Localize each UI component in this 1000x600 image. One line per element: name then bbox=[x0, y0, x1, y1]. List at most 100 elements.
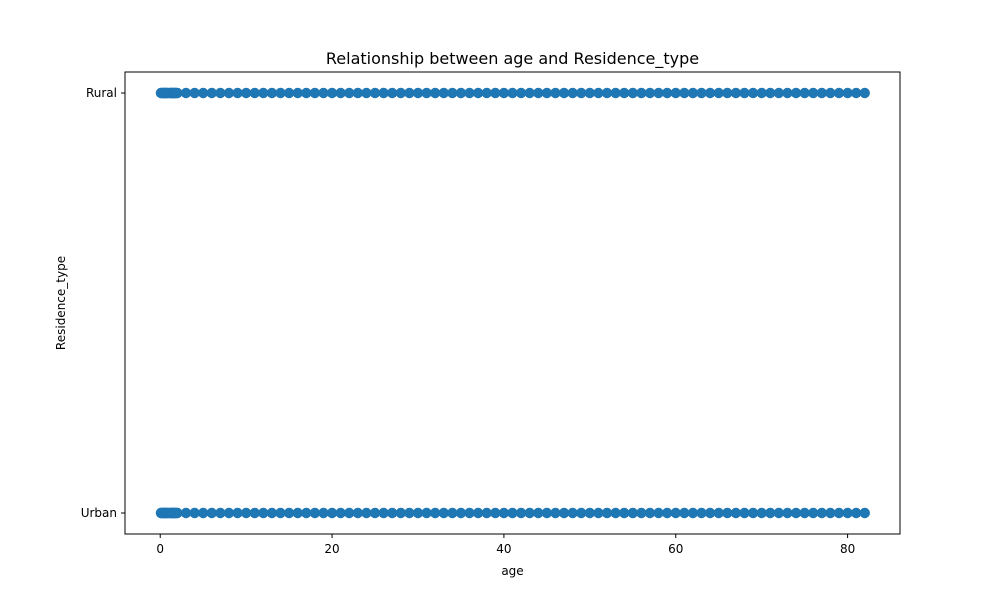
scatter-point bbox=[472, 87, 484, 99]
scatter-point bbox=[318, 507, 329, 519]
x-tick-label: 0 bbox=[156, 542, 164, 556]
scatter-point bbox=[636, 87, 647, 99]
scatter-point bbox=[249, 87, 260, 99]
x-axis: 0 20 40 60 80 bbox=[156, 534, 855, 556]
scatter-point bbox=[283, 507, 295, 519]
scatter-point bbox=[816, 507, 828, 519]
scatter-point bbox=[326, 87, 338, 99]
scatter-point bbox=[687, 87, 699, 99]
scatter-point bbox=[782, 507, 793, 519]
scatter-point bbox=[799, 87, 810, 99]
scatter-point bbox=[696, 507, 707, 519]
plot-frame bbox=[124, 71, 901, 535]
x-tick-label: 60 bbox=[668, 542, 683, 556]
scatter-point bbox=[515, 87, 527, 99]
scatter-point bbox=[567, 87, 578, 99]
scatter-point bbox=[387, 507, 398, 519]
y-tick-label: Rural bbox=[86, 86, 117, 100]
scatter-point bbox=[859, 507, 870, 519]
scatter-point bbox=[670, 87, 681, 99]
scatter-point bbox=[464, 507, 475, 519]
scatter-point bbox=[515, 507, 527, 519]
x-tick-label: 40 bbox=[496, 542, 511, 556]
scatter-point bbox=[541, 87, 553, 99]
scatter-point bbox=[773, 87, 785, 99]
scatter-point bbox=[533, 87, 544, 99]
scatter-point bbox=[378, 507, 389, 519]
scatter-point bbox=[215, 87, 226, 99]
scatter-point bbox=[215, 507, 226, 519]
scatter-point bbox=[490, 507, 501, 519]
scatter-point bbox=[206, 87, 217, 99]
scatter-point bbox=[240, 87, 252, 99]
scatter-point bbox=[782, 87, 793, 99]
scatter-point bbox=[361, 507, 372, 519]
x-tick-label: 80 bbox=[840, 542, 855, 556]
scatter-point bbox=[421, 87, 432, 99]
scatter-point bbox=[318, 87, 329, 99]
scatter-point bbox=[765, 507, 776, 519]
scatter-point bbox=[275, 507, 286, 519]
scatter-point bbox=[344, 87, 355, 99]
scatter-point bbox=[498, 87, 510, 99]
scatter-point bbox=[610, 87, 621, 99]
scatter-point bbox=[584, 507, 596, 519]
scatter-point bbox=[197, 87, 209, 99]
scatter-point bbox=[653, 87, 664, 99]
scatter-point bbox=[825, 87, 836, 99]
scatter-point bbox=[404, 87, 415, 99]
scatter-point bbox=[275, 87, 286, 99]
scatter-point bbox=[541, 507, 553, 519]
scatter-point bbox=[576, 507, 587, 519]
scatter-point bbox=[730, 87, 742, 99]
y-axis: Urban Rural bbox=[81, 86, 125, 520]
scatter-point bbox=[266, 507, 278, 519]
scatter-point bbox=[455, 507, 467, 519]
scatter-point bbox=[352, 507, 364, 519]
scatter-point bbox=[266, 87, 278, 99]
scatter-point bbox=[438, 87, 449, 99]
scatter-point bbox=[258, 87, 269, 99]
scatter-point bbox=[773, 507, 785, 519]
scatter-point bbox=[344, 507, 355, 519]
scatter-point bbox=[395, 87, 406, 99]
scatter-point bbox=[644, 507, 656, 519]
scatter-point bbox=[369, 507, 381, 519]
scatter-point bbox=[404, 507, 415, 519]
scatter-point bbox=[326, 507, 338, 519]
scatter-point bbox=[438, 507, 449, 519]
scatter-point bbox=[524, 507, 535, 519]
scatter-point bbox=[593, 507, 604, 519]
x-tick-label: 20 bbox=[324, 542, 339, 556]
scatter-point bbox=[576, 87, 587, 99]
scatter-point bbox=[808, 507, 819, 519]
scatter-point bbox=[524, 87, 535, 99]
scatter-point bbox=[704, 507, 716, 519]
scatter-point bbox=[610, 507, 621, 519]
scatter-point bbox=[447, 87, 458, 99]
scatter-point bbox=[369, 87, 381, 99]
scatter-point bbox=[206, 507, 217, 519]
scatter-point bbox=[825, 507, 836, 519]
scatter-point bbox=[842, 507, 853, 519]
scatter-point bbox=[730, 507, 742, 519]
scatter-point bbox=[747, 507, 759, 519]
scatter-point bbox=[713, 507, 724, 519]
scatter-point bbox=[550, 87, 561, 99]
y-tick-label: Urban bbox=[81, 506, 117, 520]
scatter-point bbox=[232, 87, 243, 99]
scatter-point bbox=[558, 507, 570, 519]
scatter-point bbox=[808, 87, 819, 99]
scatter-point bbox=[816, 87, 828, 99]
scatter-point bbox=[696, 87, 707, 99]
scatter-point bbox=[739, 507, 750, 519]
scatter-point bbox=[223, 87, 235, 99]
scatter-point bbox=[309, 87, 321, 99]
scatter-point bbox=[481, 507, 492, 519]
scatter-point bbox=[799, 507, 810, 519]
scatter-point bbox=[292, 507, 303, 519]
scatter-point bbox=[498, 507, 510, 519]
scatter-point bbox=[309, 507, 321, 519]
scatter-point bbox=[240, 507, 252, 519]
